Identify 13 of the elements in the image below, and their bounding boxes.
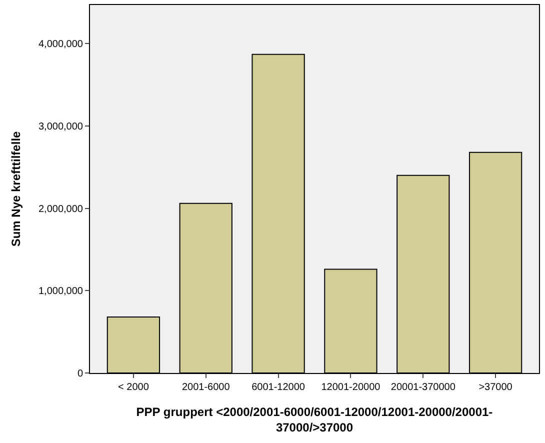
y-tick-label: 0 — [77, 368, 84, 380]
x-tick-label: >37000 — [478, 382, 513, 393]
y-tick-label: 4,000,000 — [38, 39, 84, 50]
x-tick-label: < 2000 — [118, 382, 150, 393]
y-axis-title: Sum Nye krefttilfelle — [8, 130, 23, 247]
x-tick-label: 2001-6000 — [182, 382, 230, 393]
y-tick-label: 1,000,000 — [38, 286, 84, 298]
x-tick-label: 12001-20000 — [321, 382, 381, 393]
x-tick-label: 6001-12000 — [252, 382, 306, 393]
y-tick-label: 3,000,000 — [38, 122, 84, 133]
x-axis-title: PPP gruppert <2000/2001-6000/6001-12000/12001-20000/20001- 37000/>37000 — [136, 404, 493, 434]
x-tick-label: 20001-370000 — [390, 382, 456, 393]
y-tick-label: 2,000,000 — [38, 204, 84, 215]
